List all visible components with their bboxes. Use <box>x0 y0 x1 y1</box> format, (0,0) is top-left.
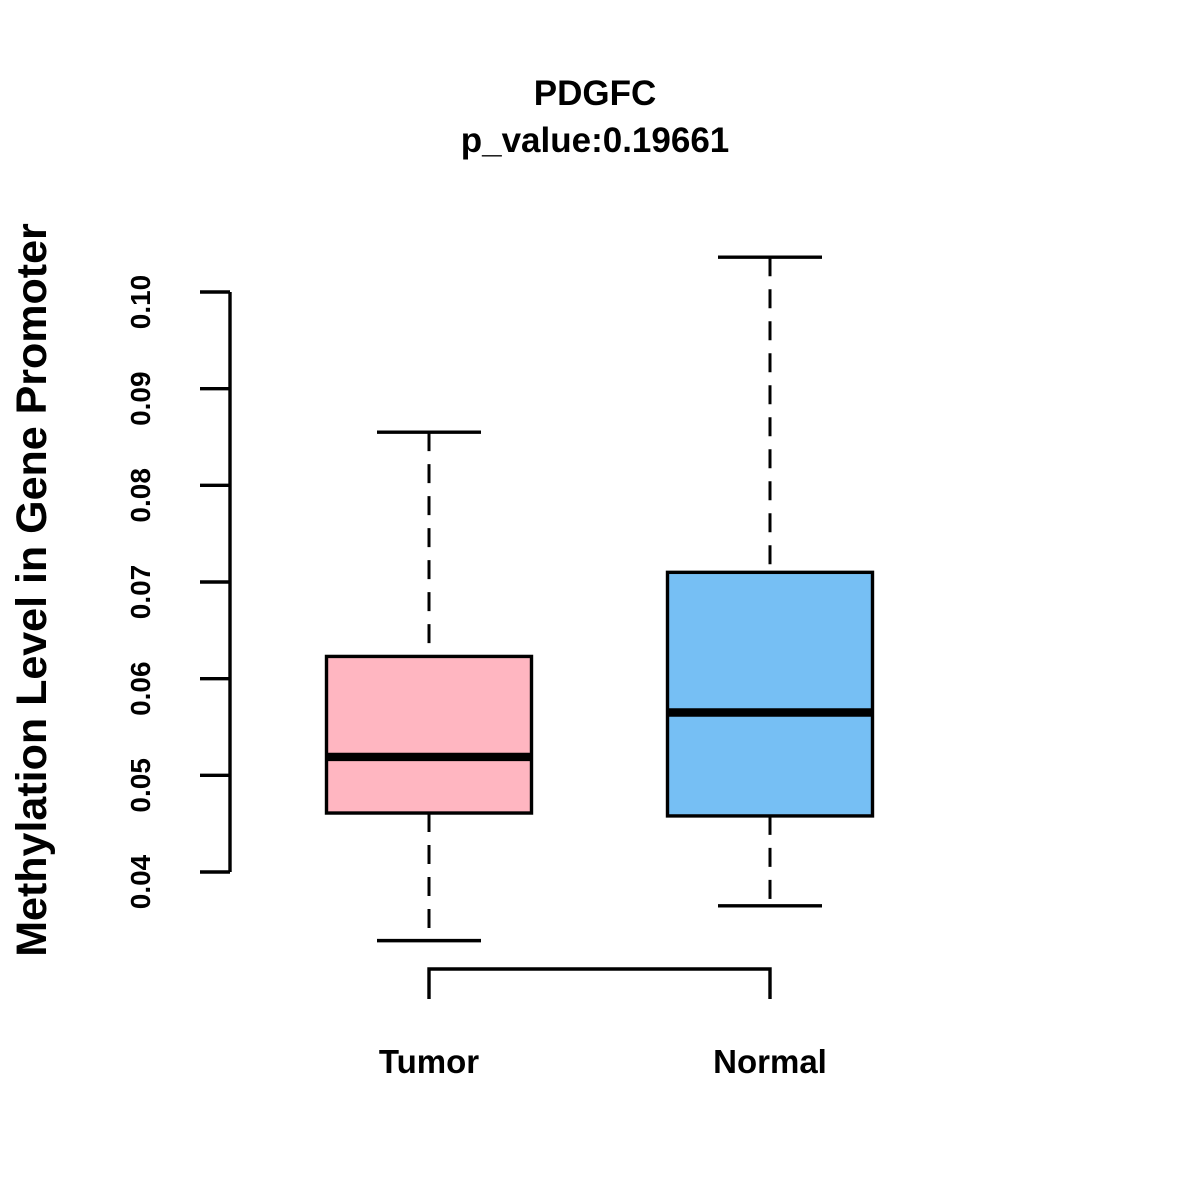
box-rect-tumor <box>324 654 534 815</box>
chart-subtitle: p_value:0.19661 <box>461 121 730 160</box>
plot-area: 0.04 0.05 0.06 0.07 0.08 0.09 0.10 Tumor Normal <box>125 255 875 1080</box>
y-tick-label: 0.04 <box>125 854 156 909</box>
chart-title: PDGFC <box>534 74 657 113</box>
x-category-label-normal: Normal <box>713 1043 827 1080</box>
x-axis-line <box>427 967 772 999</box>
y-tick-label: 0.07 <box>125 565 156 620</box>
box-rect-normal <box>665 570 875 818</box>
y-tick-label: 0.09 <box>125 371 156 426</box>
y-tick-label: 0.06 <box>125 661 156 716</box>
x-category-label-tumor: Tumor <box>379 1043 479 1080</box>
y-axis-label: Methylation Level in Gene Promoter <box>8 223 56 957</box>
y-tick-label: 0.08 <box>125 468 156 523</box>
y-tick-label: 0.05 <box>125 758 156 813</box>
y-tick-label: 0.10 <box>125 275 156 330</box>
